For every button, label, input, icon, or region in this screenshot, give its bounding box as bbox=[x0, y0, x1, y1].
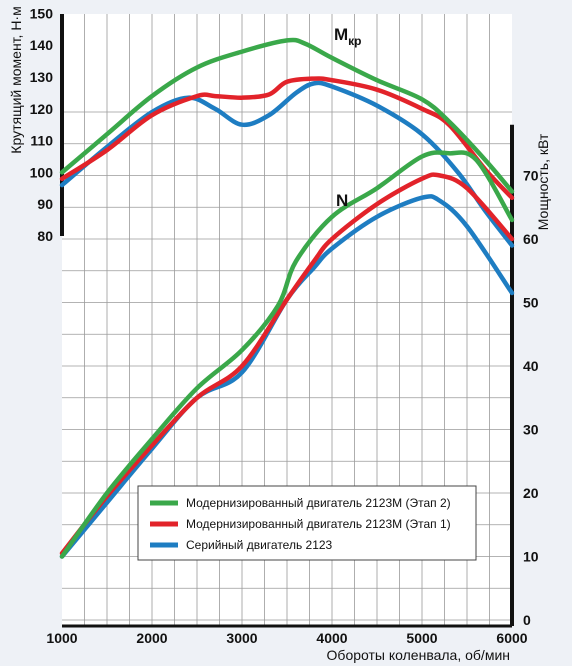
series-1-power-line bbox=[59, 172, 515, 556]
y-right-tick-label: 30 bbox=[523, 422, 539, 438]
axes bbox=[60, 14, 514, 628]
legend-label: Модернизированный двигатель 2123М (Этап … bbox=[186, 517, 451, 531]
y-right-tick-label: 0 bbox=[523, 612, 531, 628]
y-left-axis-title: Крутящий момент, Н·м bbox=[8, 6, 24, 153]
power-annotation: N bbox=[336, 191, 348, 210]
y-left-tick-label: 140 bbox=[30, 37, 54, 53]
series-1-torque-line bbox=[59, 76, 515, 201]
y-right-tick-label: 50 bbox=[523, 295, 539, 311]
x-tick-label: 3000 bbox=[226, 630, 257, 646]
x-tick-label: 5000 bbox=[406, 630, 437, 646]
y-left-tick-label: 110 bbox=[30, 133, 53, 149]
y-left-tick-label: 100 bbox=[30, 164, 54, 180]
x-tick-label: 1000 bbox=[46, 630, 77, 646]
x-tick-label: 2000 bbox=[136, 630, 167, 646]
x-tick-label: 6000 bbox=[496, 630, 527, 646]
y-left-tick-label: 130 bbox=[30, 69, 54, 85]
series-0-power-line bbox=[59, 150, 515, 559]
y-right-tick-label: 20 bbox=[523, 485, 539, 501]
series-lines bbox=[59, 37, 515, 559]
y-right-tick-label: 10 bbox=[523, 549, 539, 565]
y-left-tick-label: 80 bbox=[37, 228, 53, 244]
y-right-tick-label: 40 bbox=[523, 358, 539, 374]
legend-label: Серийный двигатель 2123 bbox=[186, 538, 333, 552]
tick-labels: 1000 2000 3000 4000 5000 60008090100110120130… bbox=[30, 5, 539, 646]
y-left-tick-label: 90 bbox=[37, 196, 53, 212]
legend-box bbox=[137, 485, 477, 561]
y-right-tick-label: 60 bbox=[523, 231, 539, 247]
series-2-torque-line bbox=[59, 80, 515, 248]
legend: Модернизированный двигатель 2123М (Этап … bbox=[137, 485, 477, 561]
y-left-tick-label: 120 bbox=[30, 101, 54, 117]
y-right-axis-title: Мощность, кВт bbox=[535, 133, 551, 230]
series-0-torque-line bbox=[59, 37, 515, 194]
torque-annotation: Мкр bbox=[334, 25, 362, 48]
y-left-tick-label: 150 bbox=[30, 5, 54, 21]
legend-label: Модернизированный двигатель 2123М (Этап … bbox=[186, 496, 451, 510]
y-right-tick-label: 70 bbox=[523, 168, 539, 184]
x-axis-title: Обороты коленвала, об/мин bbox=[327, 647, 510, 663]
x-tick-label: 4000 bbox=[316, 630, 347, 646]
